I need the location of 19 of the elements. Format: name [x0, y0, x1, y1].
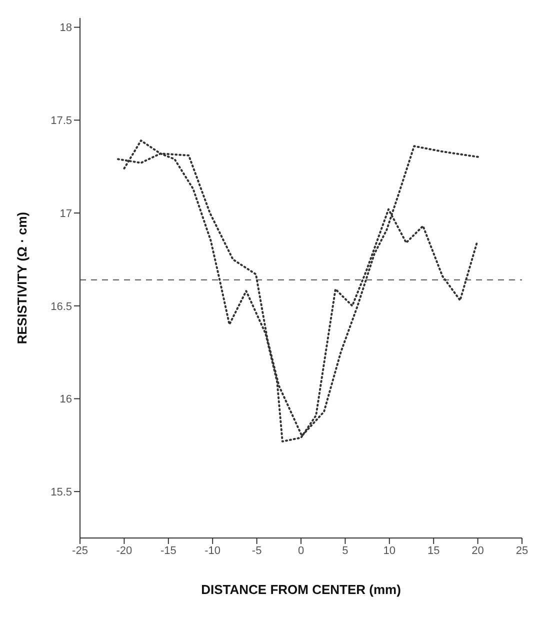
x-tick-label: 15 — [427, 544, 440, 557]
x-tick-label: 5 — [342, 544, 348, 557]
x-tick-label: -10 — [204, 544, 221, 557]
y-tick-label: 17.5 — [50, 115, 72, 128]
x-tick-label: 25 — [516, 544, 528, 557]
y-tick-label: 16 — [60, 394, 72, 406]
y-tick-label: 15.5 — [50, 486, 72, 498]
y-tick-label: 17 — [60, 208, 72, 220]
x-tick-label: -15 — [160, 544, 176, 557]
y-tick-label: 16.5 — [50, 300, 72, 313]
x-tick-label: 20 — [472, 544, 484, 557]
x-tick-label: -25 — [72, 544, 88, 557]
x-tick-label: -20 — [116, 544, 132, 557]
x-tick-label: -5 — [252, 544, 262, 557]
x-tick-label: 0 — [298, 544, 304, 557]
x-axis-title: DISTANCE FROM CENTER (mm) — [201, 582, 401, 597]
x-tick-label: 10 — [383, 544, 396, 557]
y-tick-label: 18 — [60, 22, 72, 34]
y-axis-title: RESISTIVITY (Ω · cm) — [14, 212, 30, 344]
